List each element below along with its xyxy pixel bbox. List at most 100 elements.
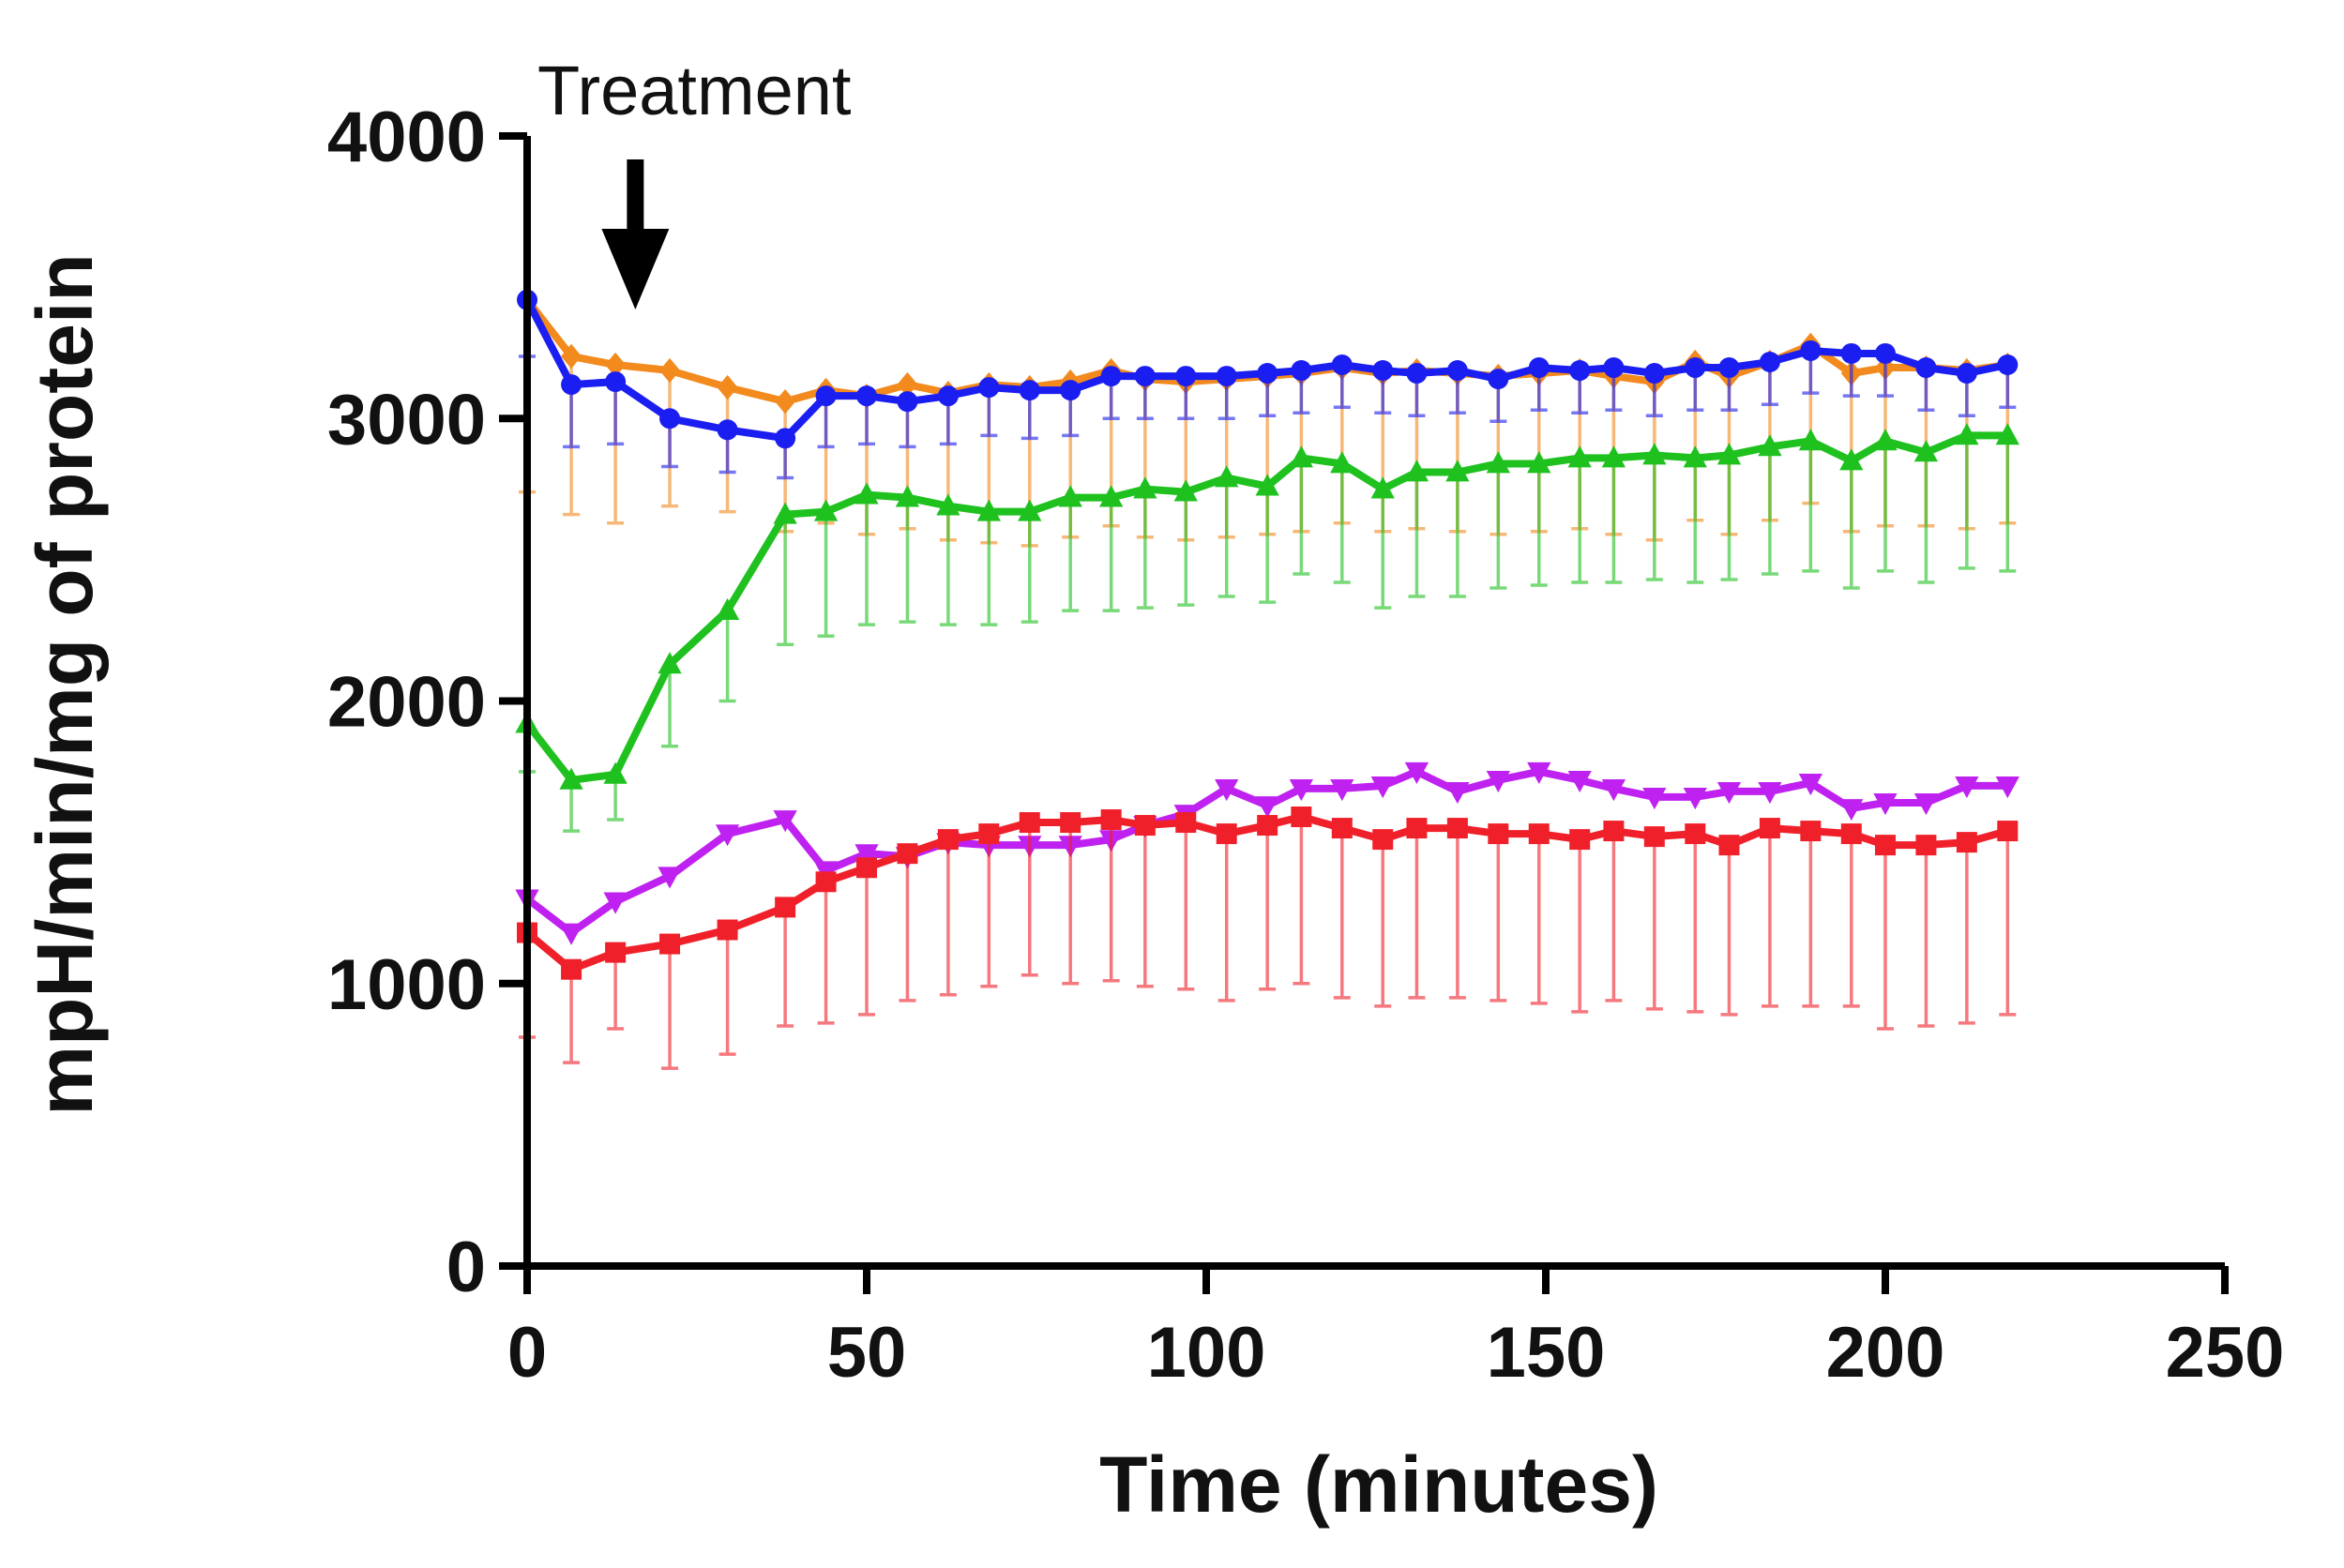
data-point bbox=[1216, 366, 1237, 387]
data-point bbox=[1955, 423, 1979, 445]
data-point bbox=[1569, 360, 1591, 382]
data-point bbox=[1875, 342, 1896, 364]
y-tick-label: 3000 bbox=[327, 380, 486, 460]
data-point bbox=[854, 844, 879, 867]
data-point bbox=[1759, 352, 1780, 372]
data-point bbox=[1331, 354, 1353, 376]
data-point bbox=[895, 485, 920, 507]
data-point bbox=[1060, 812, 1081, 834]
x-tick-label: 200 bbox=[1826, 1313, 1945, 1393]
data-point bbox=[1488, 369, 1509, 390]
data-point bbox=[976, 499, 1001, 521]
data-point bbox=[1098, 485, 1124, 507]
data-point bbox=[897, 843, 918, 865]
data-point bbox=[717, 374, 738, 400]
data-point bbox=[559, 767, 583, 790]
data-point bbox=[897, 371, 918, 398]
data-point bbox=[1915, 357, 1937, 379]
data-point bbox=[1528, 823, 1550, 845]
x-tick-label: 0 bbox=[507, 1313, 547, 1393]
data-point bbox=[1603, 357, 1625, 379]
treatment-label: Treatment bbox=[537, 52, 852, 129]
data-point bbox=[658, 867, 682, 889]
data-point bbox=[1406, 363, 1428, 384]
data-point bbox=[1956, 832, 1977, 853]
data-point bbox=[1527, 761, 1551, 785]
data-point bbox=[605, 942, 627, 963]
data-point bbox=[1569, 829, 1591, 851]
y-tick-label: 4000 bbox=[327, 98, 486, 177]
data-point bbox=[1486, 770, 1510, 793]
series-2 bbox=[517, 289, 2019, 480]
data-point bbox=[1685, 357, 1706, 379]
data-point bbox=[1995, 776, 2019, 799]
data-point bbox=[1134, 815, 1156, 837]
data-point bbox=[1716, 782, 1742, 805]
y-tick-label: 1000 bbox=[327, 945, 486, 1025]
series-layer bbox=[515, 287, 2019, 1070]
data-point bbox=[1839, 799, 1864, 822]
treatment-annotation: Treatment bbox=[537, 52, 852, 309]
data-point bbox=[856, 857, 877, 879]
data-point bbox=[1215, 465, 1239, 488]
y-tick-label: 2000 bbox=[327, 663, 486, 743]
data-point bbox=[1800, 821, 1822, 842]
data-point bbox=[658, 652, 682, 674]
data-point bbox=[1372, 829, 1394, 851]
data-point bbox=[1603, 821, 1625, 842]
y-tick-label: 0 bbox=[446, 1228, 486, 1307]
data-point bbox=[717, 919, 738, 941]
data-point bbox=[715, 597, 740, 620]
data-point bbox=[1601, 445, 1626, 468]
data-point bbox=[1100, 809, 1122, 831]
data-point bbox=[1567, 445, 1592, 468]
data-point bbox=[1058, 485, 1082, 507]
data-point bbox=[1331, 818, 1353, 839]
data-point bbox=[1567, 770, 1592, 793]
data-point bbox=[1370, 476, 1395, 499]
x-axis-title: Time (minutes) bbox=[1099, 1440, 1658, 1529]
data-point bbox=[603, 761, 628, 784]
data-point bbox=[1215, 778, 1239, 802]
data-point bbox=[1840, 342, 1862, 364]
data-point bbox=[1685, 823, 1706, 845]
x-tick-label: 50 bbox=[827, 1313, 907, 1393]
data-point bbox=[1527, 451, 1551, 474]
data-point bbox=[1175, 812, 1197, 834]
data-point bbox=[1800, 339, 1822, 361]
data-point bbox=[1257, 815, 1278, 837]
data-point bbox=[1997, 821, 2019, 842]
x-tick-label: 150 bbox=[1487, 1313, 1606, 1393]
data-point bbox=[775, 428, 796, 449]
data-point bbox=[1255, 474, 1279, 496]
data-point bbox=[1716, 443, 1742, 465]
data-point bbox=[1601, 778, 1626, 802]
data-point bbox=[978, 377, 1000, 399]
data-point bbox=[1019, 812, 1040, 834]
data-point bbox=[1100, 366, 1122, 387]
x-ticks: 0 50 100 150 200 250 bbox=[507, 1266, 2284, 1393]
data-point bbox=[1257, 363, 1278, 384]
data-point bbox=[1404, 460, 1429, 482]
data-point bbox=[1875, 835, 1896, 856]
data-point bbox=[897, 391, 918, 413]
series-3 bbox=[515, 423, 2019, 833]
data-point bbox=[659, 408, 681, 430]
data-point bbox=[1642, 788, 1667, 810]
data-point bbox=[1758, 782, 1782, 805]
data-point bbox=[775, 388, 796, 415]
data-point bbox=[1291, 360, 1312, 382]
data-point bbox=[1446, 818, 1468, 839]
data-point bbox=[561, 374, 582, 396]
data-point bbox=[815, 385, 837, 407]
data-point bbox=[1913, 440, 1939, 462]
data-point bbox=[1404, 761, 1429, 785]
data-point bbox=[1758, 434, 1782, 457]
data-point bbox=[1372, 360, 1394, 382]
data-point bbox=[1913, 793, 1939, 816]
data-point bbox=[1019, 380, 1040, 401]
data-point bbox=[1018, 499, 1042, 521]
arrow-shaft bbox=[627, 159, 644, 234]
data-point bbox=[936, 493, 960, 516]
